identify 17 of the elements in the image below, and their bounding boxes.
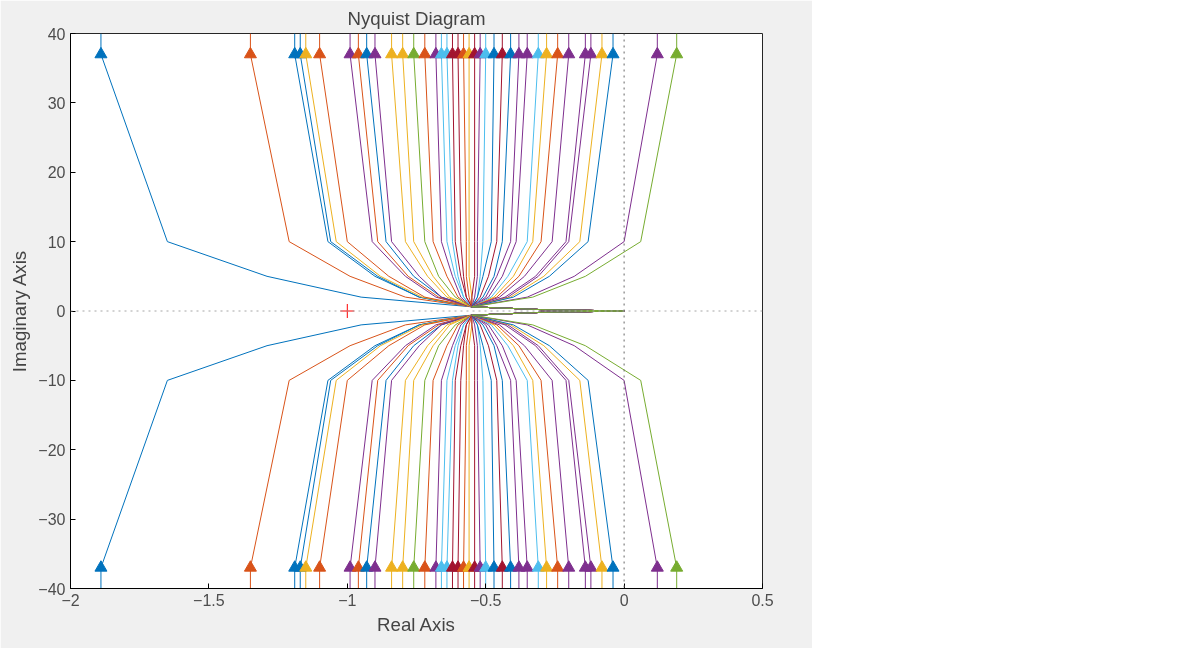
y-tick-label: 30: [47, 94, 66, 112]
y-tick-label: 40: [47, 25, 66, 43]
chart-title: Nyquist Diagram: [347, 7, 486, 29]
x-tick-label: −0.5: [469, 591, 502, 609]
y-tick-label: 0: [56, 303, 66, 320]
x-axis-title: Real Axis: [377, 613, 455, 635]
y-axis-title: Imaginary Axis: [9, 250, 31, 373]
x-tick-label: −1: [338, 591, 357, 609]
y-tick-label: −40: [38, 580, 66, 598]
y-tick-label: −10: [38, 372, 66, 390]
x-tick-label: −1.5: [193, 591, 225, 609]
x-tick-label: 0.5: [751, 591, 774, 609]
y-tick-label: −30: [38, 511, 66, 529]
y-tick-label: 20: [47, 164, 66, 182]
y-tick-label: −20: [38, 441, 66, 459]
x-tick-label: 0: [619, 591, 629, 609]
y-tick-label: 10: [47, 233, 66, 251]
